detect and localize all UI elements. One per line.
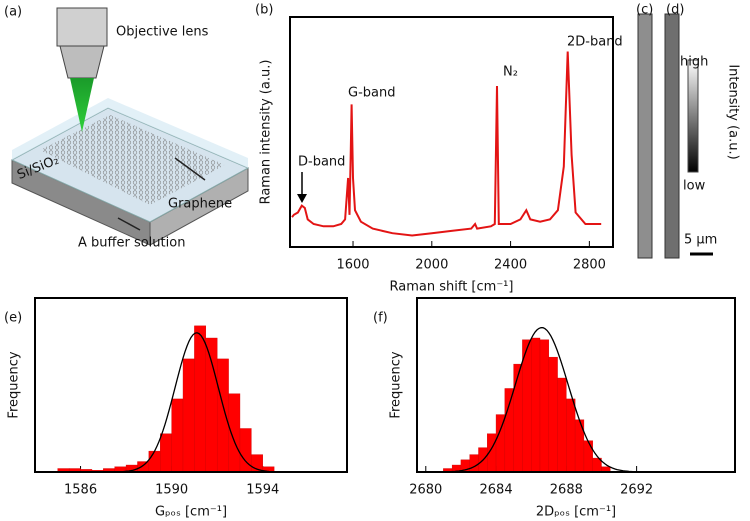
x-tick-label: 2680 xyxy=(409,483,442,498)
x-axis-label: Gₚₒₛ [cm⁻¹] xyxy=(155,505,227,520)
panel-label: (e) xyxy=(4,311,22,326)
x-tick-label: 2800 xyxy=(573,258,606,273)
x-tick-label: 2684 xyxy=(480,483,513,498)
colorbar xyxy=(687,59,699,173)
label: Intensity (a.u.) xyxy=(726,64,741,159)
annotation: 2D-band xyxy=(567,35,623,50)
x-tick-label: 2000 xyxy=(415,258,448,273)
label: 5 μm xyxy=(684,233,717,248)
x-axis-label: 2Dₚₒₛ [cm⁻¹] xyxy=(536,505,616,520)
x-tick-label: 1586 xyxy=(64,483,97,498)
x-tick-label: 2688 xyxy=(550,483,583,498)
spectrum xyxy=(291,51,602,237)
bar xyxy=(137,461,150,473)
bar xyxy=(469,454,479,473)
bar xyxy=(205,337,218,473)
x-tick-label: 2400 xyxy=(494,258,527,273)
bar xyxy=(228,393,241,473)
label: A buffer solution xyxy=(78,236,185,251)
panel-label: (b) xyxy=(255,3,273,18)
panel-label: (a) xyxy=(4,5,22,20)
panel-label: (f) xyxy=(373,311,388,326)
x-tick-label: 1600 xyxy=(336,258,369,273)
label: Graphene xyxy=(168,197,232,212)
x-axis-label: Raman shift [cm⁻¹] xyxy=(390,280,514,295)
bar xyxy=(583,440,593,473)
bar xyxy=(216,358,229,473)
bar xyxy=(504,388,514,473)
x-tick-label: 1594 xyxy=(246,483,279,498)
arrow-head xyxy=(297,194,307,203)
bar xyxy=(513,363,523,473)
y-axis-label: Frequency xyxy=(7,351,22,418)
annotation: G-band xyxy=(348,86,395,101)
panel-label: (c) xyxy=(636,3,653,18)
x-tick-label: 2692 xyxy=(620,483,653,498)
bar xyxy=(148,450,161,473)
bar xyxy=(539,339,549,473)
bar xyxy=(182,358,195,473)
schematic xyxy=(10,7,250,246)
bar xyxy=(566,398,576,473)
raman-map xyxy=(664,13,680,259)
bar xyxy=(160,433,172,473)
label: Objective lens xyxy=(116,25,209,40)
plot-frame xyxy=(289,16,614,248)
bar xyxy=(194,325,207,473)
bar xyxy=(171,398,184,473)
bar xyxy=(557,377,567,473)
y-axis-label: Raman intensity (a.u.) xyxy=(259,60,274,205)
plot-frame xyxy=(34,297,348,473)
bar xyxy=(548,356,558,473)
label: high xyxy=(680,55,708,70)
x-tick-label: 1590 xyxy=(155,483,188,498)
annotation: D-band xyxy=(298,155,345,170)
label: low xyxy=(683,179,706,194)
annotation: N₂ xyxy=(503,65,518,80)
y-axis-label: Frequency xyxy=(389,351,404,418)
bar xyxy=(530,337,541,473)
panel-label: (d) xyxy=(666,3,684,18)
raman-map xyxy=(637,13,653,259)
plot-frame xyxy=(416,297,736,473)
